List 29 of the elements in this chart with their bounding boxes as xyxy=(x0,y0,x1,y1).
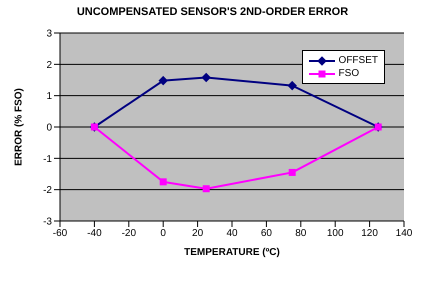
y-tick-label: 2 xyxy=(46,60,52,71)
x-tick-label: 80 xyxy=(295,228,307,240)
chart-title: UNCOMPENSATED SENSOR'S 2ND-ORDER ERROR xyxy=(76,6,350,18)
y-tick-label: 3 xyxy=(46,28,52,40)
point xyxy=(288,81,297,90)
x-axis-title: TEMPERATURE (ºC) xyxy=(184,247,280,258)
x-tick-label: -20 xyxy=(122,228,136,240)
y-axis-title: ERROR (% FSO) xyxy=(14,88,25,166)
x-tick-label: 40 xyxy=(226,228,238,240)
x-tick-label: 20 xyxy=(192,228,204,240)
x-tick-label: 120 xyxy=(361,228,378,240)
y-tick-label: -2 xyxy=(43,185,52,196)
point xyxy=(202,185,210,192)
point xyxy=(160,178,167,186)
x-tick-label: 100 xyxy=(326,228,344,240)
point xyxy=(202,72,211,82)
x-tick-label: -60 xyxy=(52,228,68,240)
x-tick-label: -40 xyxy=(87,228,102,240)
legend-label: OFFSET xyxy=(338,55,378,66)
y-tick-label: 1 xyxy=(46,91,52,102)
x-tick-label: 0 xyxy=(160,228,166,240)
point xyxy=(158,76,168,86)
x-tick-label: 140 xyxy=(396,228,413,240)
y-tick-label: 0 xyxy=(46,122,52,134)
y-tick-label: -3 xyxy=(43,216,52,228)
point xyxy=(288,168,296,176)
x-tick-label: 60 xyxy=(260,228,272,240)
y-tick-label: -1 xyxy=(43,154,52,165)
legend-label: FSO xyxy=(338,68,360,79)
